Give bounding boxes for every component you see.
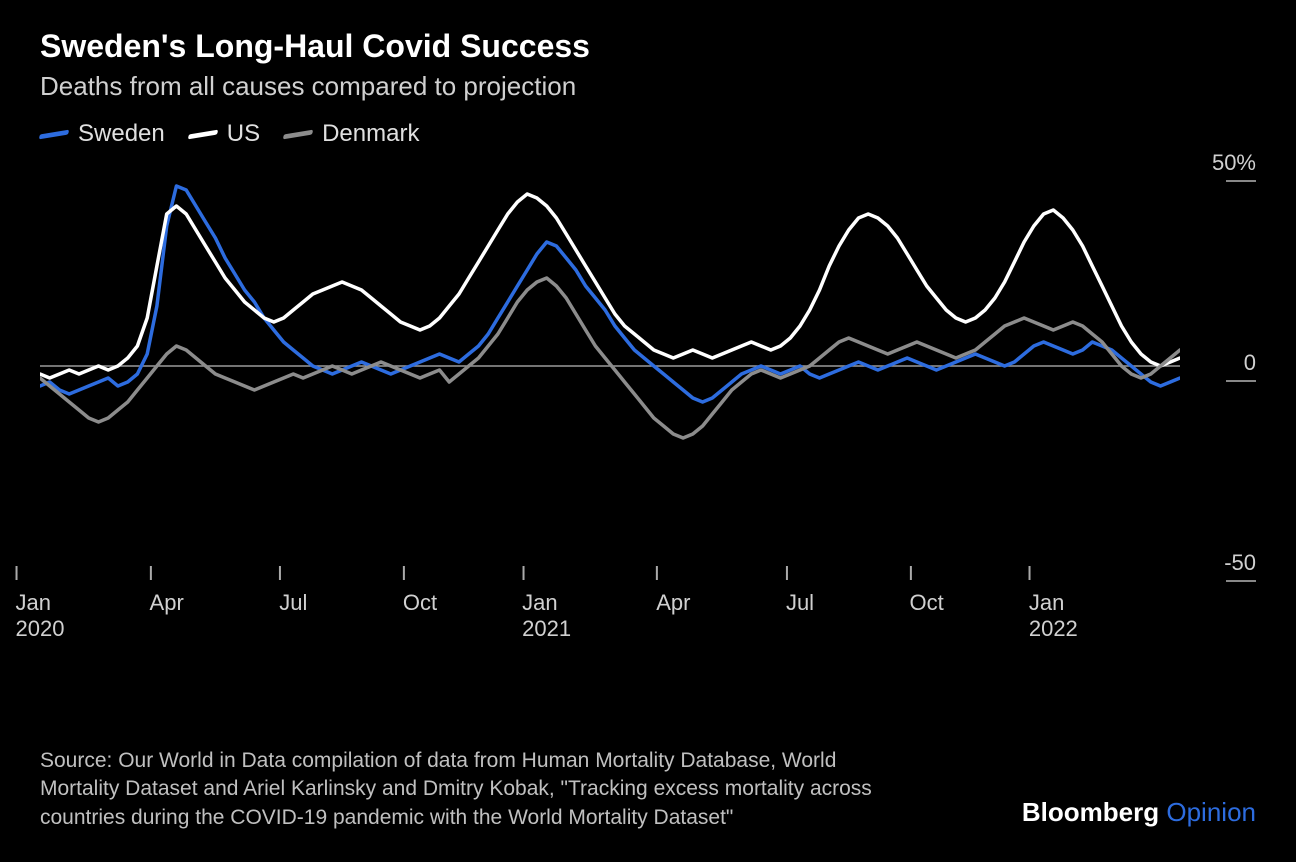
x-tick-mark xyxy=(786,566,788,580)
y-tick-mark xyxy=(1226,380,1256,382)
branding: Bloomberg Opinion xyxy=(1022,797,1256,828)
chart-title: Sweden's Long-Haul Covid Success xyxy=(40,28,1256,65)
source-attribution: Source: Our World in Data compilation of… xyxy=(40,747,920,832)
x-tick-label: Jul xyxy=(279,590,307,616)
chart-area: 50%0-50 Jan2020AprJulOctJan2021AprJulOct… xyxy=(40,166,1256,596)
x-tick: Jan2021 xyxy=(522,566,571,642)
x-tick-mark xyxy=(522,566,524,580)
x-tick-label: Jan xyxy=(16,590,65,616)
y-tick-label: -50 xyxy=(1224,550,1256,576)
x-tick-label: Jan xyxy=(1029,590,1078,616)
x-tick-mark xyxy=(16,566,18,580)
x-tick-label: Jul xyxy=(786,590,814,616)
y-tick: 50% xyxy=(1212,150,1256,182)
x-tick-mark xyxy=(1029,566,1031,580)
x-tick: Apr xyxy=(150,566,184,616)
x-tick: Oct xyxy=(910,566,944,616)
x-tick-label: Apr xyxy=(656,590,690,616)
x-tick-year: 2020 xyxy=(16,616,65,642)
x-tick: Jan2022 xyxy=(1029,566,1078,642)
y-axis: 50%0-50 xyxy=(1186,166,1256,566)
series-us xyxy=(40,194,1180,378)
series-denmark xyxy=(40,278,1180,438)
y-tick-mark xyxy=(1226,180,1256,182)
x-tick-year: 2022 xyxy=(1029,616,1078,642)
x-tick-mark xyxy=(656,566,658,580)
legend-item: Denmark xyxy=(284,120,419,148)
legend-swatch xyxy=(188,129,218,139)
x-tick-label: Oct xyxy=(910,590,944,616)
y-tick-mark xyxy=(1226,580,1256,582)
x-tick: Oct xyxy=(403,566,437,616)
x-tick: Jul xyxy=(786,566,814,616)
legend-label: US xyxy=(227,120,260,148)
legend-swatch xyxy=(283,129,313,139)
legend-item: US xyxy=(189,120,260,148)
legend-label: Sweden xyxy=(78,120,165,148)
y-tick: -50 xyxy=(1224,550,1256,582)
x-tick-label: Jan xyxy=(522,590,571,616)
legend-item: Sweden xyxy=(40,120,165,148)
x-tick-mark xyxy=(150,566,152,580)
x-tick-mark xyxy=(910,566,912,580)
x-tick-label: Apr xyxy=(150,590,184,616)
x-tick: Apr xyxy=(656,566,690,616)
y-tick-label: 50% xyxy=(1212,150,1256,176)
branding-accent: Opinion xyxy=(1166,797,1256,827)
legend-label: Denmark xyxy=(322,120,419,148)
x-tick: Jul xyxy=(279,566,307,616)
x-tick-year: 2021 xyxy=(522,616,571,642)
y-tick: 0 xyxy=(1226,350,1256,382)
x-tick: Jan2020 xyxy=(16,566,65,642)
line-chart-svg xyxy=(40,166,1180,566)
branding-main: Bloomberg xyxy=(1022,797,1159,827)
chart-subtitle: Deaths from all causes compared to proje… xyxy=(40,71,1256,102)
y-tick-label: 0 xyxy=(1226,350,1256,376)
x-tick-mark xyxy=(403,566,405,580)
legend-swatch xyxy=(39,129,69,139)
x-tick-label: Oct xyxy=(403,590,437,616)
x-tick-mark xyxy=(279,566,281,580)
legend: Sweden US Denmark xyxy=(40,120,1256,148)
